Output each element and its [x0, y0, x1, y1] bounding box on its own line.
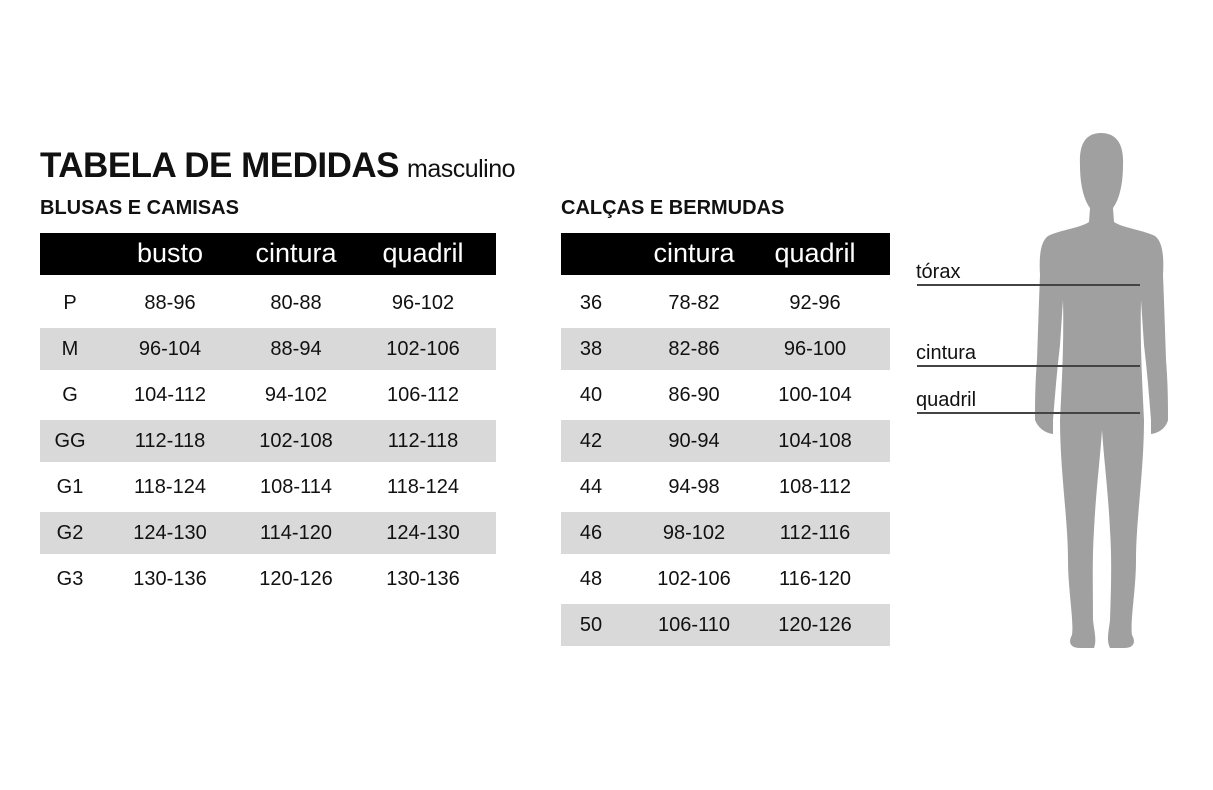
size-cell: 44	[579, 476, 603, 498]
size-cell: 50	[579, 614, 603, 636]
table-row: G2 124-130 114-120 124-130	[40, 512, 496, 554]
cintura-label: cintura	[916, 342, 977, 364]
measure-cell: 102-108	[259, 430, 333, 452]
table-row: M 96-104 88-94 102-106	[40, 328, 496, 370]
measure-cell: 78-82	[668, 292, 720, 314]
measure-cell: 96-104	[138, 338, 202, 360]
size-cell: 46	[579, 522, 603, 544]
measure-cell: 96-102	[391, 292, 455, 314]
column-header: busto	[136, 238, 204, 268]
title-main: TABELA DE MEDIDAS	[40, 146, 400, 185]
table-row: 38 82-86 96-100	[561, 328, 890, 370]
measure-cell: 112-118	[387, 430, 459, 452]
measure-cell: 94-98	[668, 476, 720, 498]
size-cell: G3	[56, 568, 84, 590]
measure-cell: 112-118	[134, 430, 206, 452]
size-cell: G1	[56, 476, 84, 498]
table-row: 48 102-106 116-120	[561, 558, 890, 600]
column-header: quadril	[774, 238, 856, 268]
measure-cell: 116-120	[779, 568, 851, 590]
measure-cell: 98-102	[662, 522, 726, 544]
measure-cell: 90-94	[668, 430, 720, 452]
size-cell: P	[63, 292, 77, 314]
measure-cell: 92-96	[789, 292, 841, 314]
table-header: busto cintura quadril	[40, 233, 496, 275]
column-header: cintura	[255, 238, 337, 268]
title-subtitle: masculino	[407, 155, 516, 183]
measure-cell: 82-86	[668, 338, 720, 360]
measure-cell: 114-120	[260, 522, 332, 544]
measure-cell: 86-90	[668, 384, 720, 406]
table-row: P 88-96 80-88 96-102	[40, 282, 496, 324]
size-cell: 38	[579, 338, 603, 360]
size-cell: G2	[56, 522, 84, 544]
measure-cell: 130-136	[386, 568, 460, 590]
table-row: 50 106-110 120-126	[561, 604, 890, 646]
measure-cell: 80-88	[270, 292, 322, 314]
measure-cell: 106-110	[658, 614, 730, 636]
size-cell: M	[61, 338, 79, 360]
torax-label: tórax	[916, 261, 961, 283]
table-row: 46 98-102 112-116	[561, 512, 890, 554]
pants-table: cintura quadril 36 78-82 92-96 38 82-86 96-100 4…	[561, 233, 890, 646]
size-cell: 42	[579, 430, 603, 452]
quadril-label: quadril	[916, 389, 977, 411]
measure-cell: 104-108	[778, 430, 852, 452]
table-row: G3 130-136 120-126 130-136	[40, 558, 496, 600]
table-row: 42 90-94 104-108	[561, 420, 890, 462]
measure-cell: 118-124	[134, 476, 206, 498]
table-row: 44 94-98 108-112	[561, 466, 890, 508]
measure-cell: 88-96	[144, 292, 196, 314]
measure-cell: 106-112	[387, 384, 459, 406]
table-row: 36 78-82 92-96	[561, 282, 890, 324]
size-cell: GG	[54, 430, 86, 452]
measure-cell: 124-130	[133, 522, 207, 544]
measure-cell: 102-106	[657, 568, 731, 590]
pants-heading: CALÇAS E BERMUDAS	[561, 197, 785, 219]
table-row: GG 112-118 102-108 112-118	[40, 420, 496, 462]
measure-cell: 118-124	[387, 476, 459, 498]
page-title: TABELA DE MEDIDAS masculino	[40, 146, 516, 186]
measure-cell: 120-126	[778, 614, 852, 636]
measure-cell: 94-102	[264, 384, 328, 406]
column-header: cintura	[653, 238, 735, 268]
size-cell: 36	[579, 292, 603, 314]
measure-cell: 102-106	[386, 338, 460, 360]
shirts-table: busto cintura quadril P 88-96 80-88 96-102 M 96-…	[40, 233, 496, 590]
size-cell: 40	[579, 384, 603, 406]
table-row: 40 86-90 100-104	[561, 374, 890, 416]
table-row: G1 118-124 108-114 118-124	[40, 466, 496, 508]
measure-cell: 96-100	[783, 338, 847, 360]
measure-cell: 130-136	[133, 568, 207, 590]
column-header: quadril	[382, 238, 464, 268]
measure-cell: 108-114	[260, 476, 332, 498]
measure-cell: 112-116	[779, 522, 851, 544]
size-cell: 48	[579, 568, 603, 590]
measure-cell: 124-130	[386, 522, 460, 544]
measure-cell: 108-112	[779, 476, 851, 498]
measure-cell: 100-104	[778, 384, 852, 406]
table-header: cintura quadril	[561, 233, 890, 275]
size-cell: G	[62, 384, 78, 406]
body-silhouette	[1035, 133, 1168, 648]
measure-cell: 120-126	[259, 568, 333, 590]
shirts-heading: BLUSAS E CAMISAS	[40, 197, 239, 219]
measure-cell: 88-94	[270, 338, 322, 360]
table-row: G 104-112 94-102 106-112	[40, 374, 496, 416]
measure-cell: 104-112	[134, 384, 206, 406]
